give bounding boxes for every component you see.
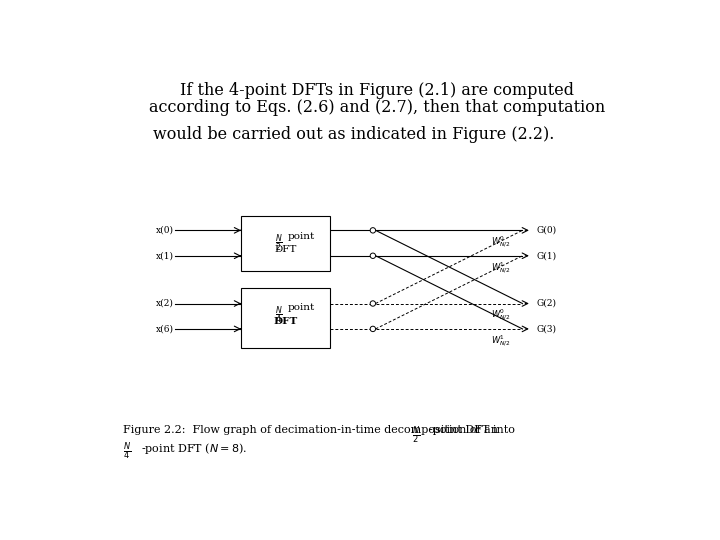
Circle shape [370,301,376,306]
Text: would be carried out as indicated in Figure (2.2).: would be carried out as indicated in Fig… [153,126,554,144]
Circle shape [370,253,376,259]
Text: $W_{N/2}^0$: $W_{N/2}^0$ [492,308,511,323]
Bar [241,288,330,348]
Text: -point DFT into: -point DFT into [428,425,515,435]
Text: G(0): G(0) [536,226,557,235]
Text: If the 4-point DFTs in Figure (2.1) are computed: If the 4-point DFTs in Figure (2.1) are … [180,82,574,99]
Text: point: point [287,232,315,241]
Text: point: point [287,303,315,313]
Text: Figure 2.2:  Flow graph of decimation-in-time decomposition of an: Figure 2.2: Flow graph of decimation-in-… [122,425,501,435]
Text: $\frac{N}{2}$: $\frac{N}{2}$ [275,233,282,254]
Text: $\frac{N}{4}$: $\frac{N}{4}$ [275,304,282,326]
Text: G(2): G(2) [536,299,557,308]
Text: G(1): G(1) [536,251,557,260]
Text: $W_{N/2}^1$: $W_{N/2}^1$ [492,334,511,349]
Text: -point DFT ($N = 8$).: -point DFT ($N = 8$). [141,441,247,456]
Text: x(1): x(1) [156,251,174,260]
Text: x(0): x(0) [156,226,174,235]
Text: $W_{N/2}^1$: $W_{N/2}^1$ [492,260,511,276]
Text: $\frac{N}{4}$: $\frac{N}{4}$ [122,441,131,462]
Text: G(3): G(3) [536,325,557,333]
Text: DFT: DFT [274,316,298,326]
Text: $\frac{N}{2}$: $\frac{N}{2}$ [412,424,420,446]
Text: $W_{N/2}^0$: $W_{N/2}^0$ [492,235,511,250]
Circle shape [370,228,376,233]
Circle shape [370,326,376,332]
Text: according to Eqs. (2.6) and (2.7), then that computation: according to Eqs. (2.6) and (2.7), then … [148,99,605,116]
Text: DFT: DFT [274,245,297,254]
Text: x(2): x(2) [156,299,174,308]
Bar [241,217,330,271]
Text: x(6): x(6) [156,325,174,333]
